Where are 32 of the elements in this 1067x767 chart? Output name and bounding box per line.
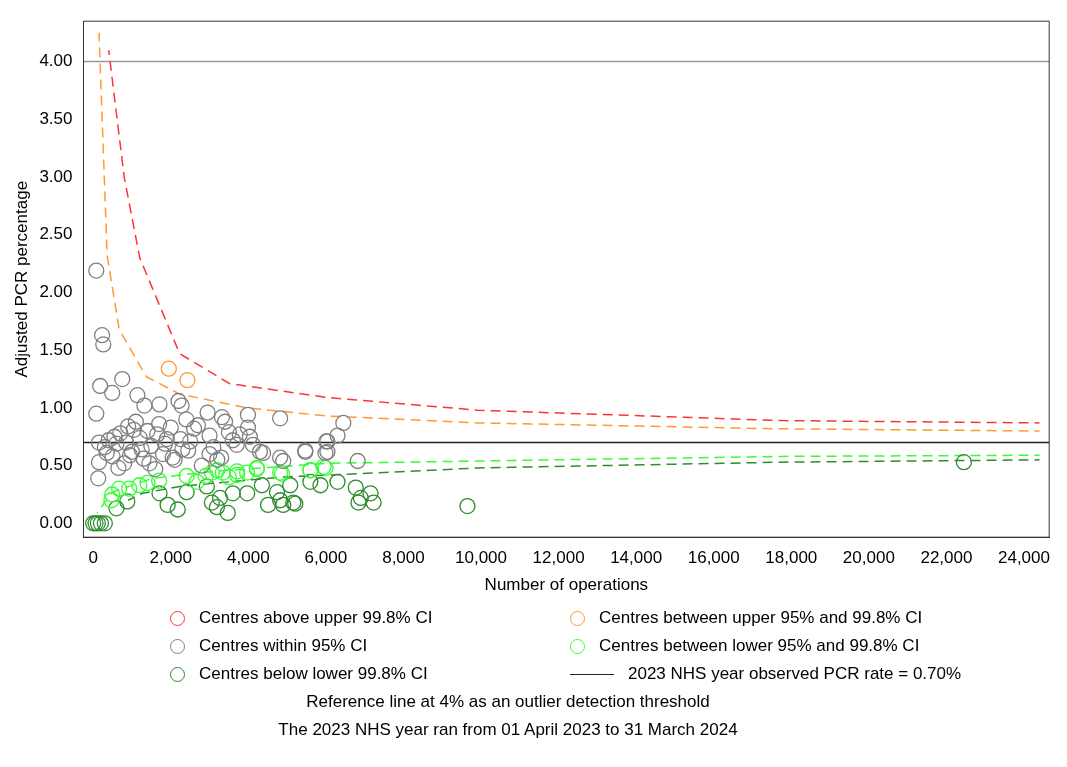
text: Reference line at 4% as an outlier detection threshold xyxy=(305,692,711,712)
y-tick-label: 1.00 xyxy=(39,397,73,417)
x-tick-label: 22,000 xyxy=(920,548,973,568)
legend-label: Centres between lower 95% and 99.8% CI xyxy=(599,636,920,656)
x-tick-label: 20,000 xyxy=(842,548,895,568)
y-tick-label: 1.50 xyxy=(39,339,73,359)
y-tick-label: 2.00 xyxy=(39,282,73,302)
legend-label: 2023 NHS year observed PCR rate = 0.70% xyxy=(628,664,962,684)
legend-label: Centres within 95% CI xyxy=(199,636,368,656)
x-tick-label: 2,000 xyxy=(149,548,193,568)
y-tick-label: 0.00 xyxy=(39,513,73,533)
x-tick-label: 4,000 xyxy=(227,548,270,568)
x-tick-label: 18,000 xyxy=(765,548,818,568)
x-tick-label: 6,000 xyxy=(304,548,348,568)
y-axis-title: Adjusted PCR percentage xyxy=(11,180,31,378)
x-tick-label: 0 xyxy=(88,548,98,568)
y-tick-label: 4.00 xyxy=(39,51,73,71)
legend-label: Centres between upper 95% and 99.8% CI xyxy=(599,608,923,628)
x-tick-label: 8,000 xyxy=(382,548,425,568)
x-tick-label: 16,000 xyxy=(687,548,740,568)
x-tick-label: 24,000 xyxy=(997,548,1050,568)
y-tick-label: 2.50 xyxy=(39,224,73,244)
x-tick-label: 10,000 xyxy=(455,548,508,568)
y-tick-label: 3.00 xyxy=(39,166,73,186)
x-axis-title: Number of operations xyxy=(484,575,649,595)
y-tick-label: 0.50 xyxy=(39,455,73,475)
legend-label: Centres below lower 99.8% CI xyxy=(199,664,428,684)
x-tick-label: 12,000 xyxy=(532,548,585,568)
x-tick-label: 14,000 xyxy=(610,548,663,568)
text: The 2023 NHS year ran from 01 April 2023 to 31 March 2024 xyxy=(277,720,739,740)
legend-label: Centres above upper 99.8% CI xyxy=(199,608,433,628)
y-tick-label: 3.50 xyxy=(39,109,73,129)
